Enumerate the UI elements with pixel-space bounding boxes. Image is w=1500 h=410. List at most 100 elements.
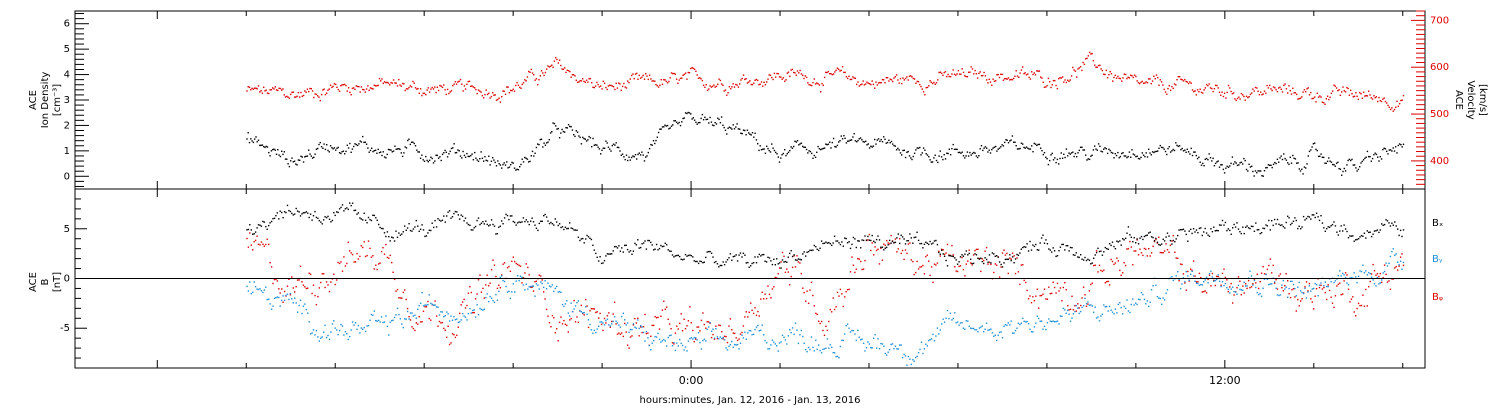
data-point — [295, 207, 297, 210]
data-point — [1115, 77, 1118, 79]
data-point — [1055, 255, 1057, 258]
data-point — [512, 220, 514, 223]
data-point — [1026, 243, 1028, 245]
data-point — [278, 218, 280, 220]
data-point — [256, 288, 258, 290]
data-point — [744, 254, 746, 256]
data-point — [1014, 329, 1017, 332]
data-point — [439, 84, 441, 87]
data-point — [904, 355, 907, 357]
data-point — [623, 156, 625, 158]
data-point — [932, 281, 934, 283]
data-point — [606, 253, 609, 255]
data-point — [777, 263, 779, 265]
data-point — [794, 72, 796, 74]
data-point — [629, 336, 632, 338]
data-point — [545, 216, 548, 218]
data-point — [1162, 146, 1164, 149]
data-point — [749, 133, 751, 135]
data-point — [1088, 158, 1091, 161]
data-point — [692, 117, 694, 119]
data-point — [1100, 315, 1102, 317]
data-point — [626, 248, 629, 251]
data-point — [261, 144, 264, 146]
data-point — [1352, 235, 1354, 237]
data-point — [575, 79, 577, 81]
data-point — [344, 265, 347, 267]
data-point — [1127, 155, 1129, 158]
data-point — [852, 264, 855, 266]
data-point — [370, 313, 373, 316]
data-point — [926, 154, 929, 156]
data-point — [443, 316, 445, 318]
data-point — [1357, 238, 1360, 240]
data-point — [800, 259, 802, 261]
data-point — [262, 220, 264, 223]
data-point — [555, 57, 557, 59]
data-point — [1319, 95, 1321, 97]
data-point — [556, 328, 558, 330]
data-point — [344, 153, 346, 155]
data-point — [657, 131, 660, 134]
data-point — [266, 146, 269, 148]
data-point — [1400, 144, 1402, 146]
data-point — [1204, 158, 1206, 160]
data-point — [257, 139, 260, 141]
data-point — [484, 156, 486, 158]
data-point — [1150, 252, 1153, 254]
data-point — [1285, 221, 1287, 224]
data-point — [1207, 278, 1209, 281]
data-point — [391, 320, 393, 322]
data-point — [425, 235, 428, 237]
data-point — [354, 88, 356, 91]
data-point — [826, 338, 829, 340]
data-point — [1145, 152, 1147, 154]
data-point — [301, 312, 303, 315]
data-point — [612, 86, 615, 88]
data-point — [1011, 252, 1014, 254]
data-point — [1276, 90, 1279, 93]
data-point — [1276, 218, 1279, 221]
data-point — [1363, 232, 1366, 234]
data-point — [501, 167, 503, 169]
data-point — [1289, 156, 1291, 158]
data-point — [665, 80, 667, 83]
data-point — [408, 223, 410, 225]
data-point — [1191, 269, 1193, 272]
data-point — [279, 305, 281, 307]
data-point — [930, 161, 932, 163]
data-point — [877, 138, 880, 140]
data-point — [656, 85, 658, 87]
data-point — [501, 274, 503, 276]
data-point — [1187, 275, 1189, 277]
data-point — [1333, 164, 1335, 166]
data-point — [952, 255, 954, 258]
data-point — [1334, 165, 1336, 167]
data-point — [783, 336, 785, 338]
data-point — [400, 152, 402, 154]
data-point — [870, 249, 872, 252]
data-point — [995, 80, 997, 82]
data-point — [705, 256, 707, 259]
data-point — [1130, 303, 1132, 306]
data-point — [816, 151, 818, 153]
data-point — [912, 77, 914, 80]
data-point — [1339, 270, 1341, 272]
data-point — [831, 141, 833, 144]
data-point — [1006, 78, 1008, 80]
data-point — [960, 73, 962, 75]
data-point — [513, 90, 516, 92]
data-point — [340, 152, 342, 155]
data-point — [1217, 275, 1219, 278]
data-point — [922, 247, 924, 249]
data-point — [344, 208, 347, 210]
data-point — [1033, 142, 1035, 145]
data-point — [1010, 78, 1012, 81]
data-point — [894, 241, 897, 243]
data-point — [836, 355, 839, 358]
data-point — [809, 249, 811, 251]
data-point — [957, 151, 960, 154]
data-point — [1347, 237, 1350, 239]
data-point — [317, 295, 319, 298]
data-point — [1061, 315, 1063, 317]
